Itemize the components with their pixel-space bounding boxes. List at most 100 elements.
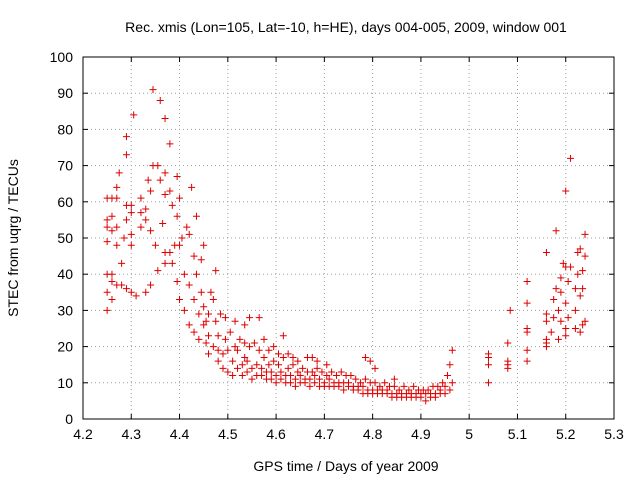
data-point	[229, 357, 237, 365]
data-point	[352, 375, 360, 383]
data-point	[340, 386, 348, 394]
data-point	[241, 353, 249, 361]
data-point	[233, 364, 241, 372]
data-point	[523, 357, 531, 365]
data-point	[226, 328, 234, 336]
data-point	[581, 230, 589, 238]
data-point	[127, 288, 135, 296]
data-point	[291, 375, 299, 383]
data-point	[103, 216, 111, 224]
data-point	[311, 372, 319, 380]
data-point	[217, 310, 225, 318]
data-point	[113, 183, 121, 191]
data-point	[371, 364, 379, 372]
data-point	[243, 357, 251, 365]
data-point	[219, 350, 227, 358]
data-point	[219, 364, 227, 372]
data-point	[523, 299, 531, 307]
data-point	[571, 325, 579, 332]
data-point	[289, 361, 297, 369]
data-point	[207, 288, 215, 296]
x-tick-label: 4.7	[315, 426, 335, 442]
data-point	[400, 382, 408, 390]
y-tick-label: 60	[57, 194, 73, 210]
x-tick-label: 4.6	[266, 426, 286, 442]
data-point	[185, 230, 193, 238]
data-point	[122, 133, 130, 141]
data-point	[200, 321, 208, 329]
data-point	[347, 372, 355, 380]
data-point	[441, 382, 449, 390]
data-point	[359, 382, 367, 390]
data-point	[576, 245, 584, 253]
data-point	[523, 325, 531, 332]
data-point	[284, 364, 292, 372]
data-point	[267, 375, 275, 383]
data-point	[287, 372, 295, 380]
data-point	[108, 277, 116, 285]
data-point	[294, 368, 302, 376]
data-point	[559, 259, 567, 267]
data-point	[231, 317, 239, 325]
data-point	[564, 314, 572, 322]
data-point	[236, 335, 244, 343]
data-point	[214, 346, 222, 354]
data-point	[176, 194, 184, 202]
data-point	[130, 111, 138, 119]
data-point	[366, 357, 374, 365]
data-point	[209, 343, 217, 351]
data-point	[173, 172, 181, 180]
plot-frame	[82, 56, 615, 420]
data-point	[277, 368, 285, 376]
data-point	[484, 361, 492, 369]
data-point	[156, 96, 164, 104]
data-point	[205, 350, 213, 358]
data-point	[147, 227, 155, 235]
data-point	[562, 332, 570, 340]
data-point	[168, 259, 176, 267]
data-point	[272, 372, 280, 380]
data-point	[405, 386, 413, 394]
data-point	[144, 176, 152, 184]
data-point	[113, 223, 121, 231]
data-point	[214, 332, 222, 340]
data-point	[147, 187, 155, 195]
data-point	[361, 375, 369, 383]
x-tick-label: 4.3	[122, 426, 142, 442]
data-point	[448, 379, 456, 387]
data-point	[229, 372, 237, 380]
data-point	[205, 332, 213, 340]
data-point	[202, 339, 210, 347]
x-tick-label: 5	[465, 426, 473, 442]
data-point	[306, 382, 314, 390]
data-point	[195, 310, 203, 318]
data-point	[108, 227, 116, 235]
data-point	[258, 364, 266, 372]
data-point	[299, 364, 307, 372]
data-point	[260, 353, 268, 361]
data-point	[192, 212, 200, 220]
data-point	[424, 386, 432, 394]
data-point	[118, 281, 126, 289]
y-tick-label: 30	[57, 302, 73, 318]
data-point	[294, 357, 302, 365]
data-point	[523, 346, 531, 354]
data-point	[103, 288, 111, 296]
data-point	[361, 353, 369, 361]
data-point	[238, 361, 246, 369]
data-point	[115, 169, 123, 177]
data-point	[137, 194, 145, 202]
data-point	[132, 292, 140, 300]
data-point	[122, 151, 130, 159]
data-point	[161, 191, 169, 199]
data-point	[316, 375, 324, 383]
data-point	[562, 187, 570, 195]
data-point	[523, 277, 531, 285]
data-point	[137, 209, 145, 217]
data-point	[446, 361, 454, 369]
data-point	[243, 368, 251, 376]
data-point	[579, 267, 587, 275]
y-tick-label: 90	[57, 85, 73, 101]
data-point	[542, 335, 550, 343]
